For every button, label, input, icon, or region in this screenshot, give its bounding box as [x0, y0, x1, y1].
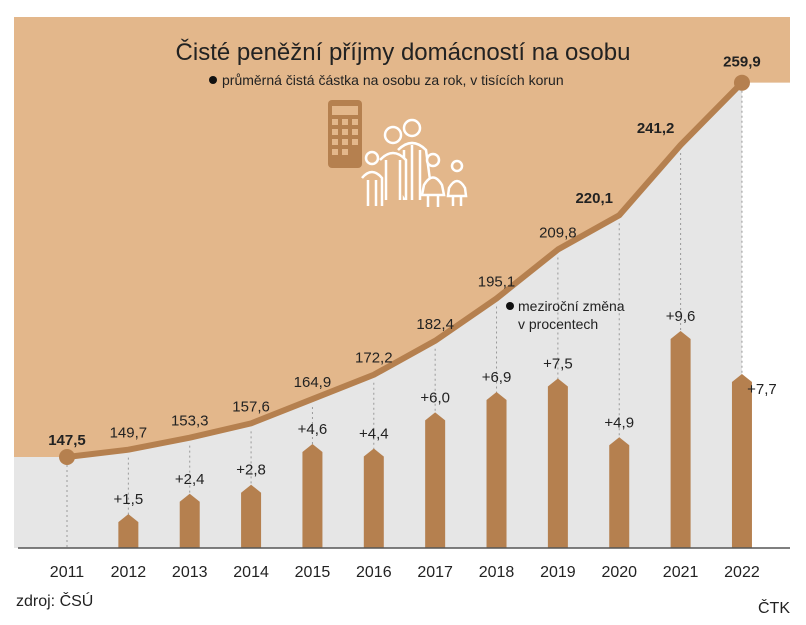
bar-label-2021: +9,6: [666, 308, 696, 325]
x-tick-2016: 2016: [356, 564, 392, 581]
bar-label-2012: +1,5: [114, 491, 144, 508]
bar-2012: [118, 514, 139, 548]
bar-label-2015: +4,6: [298, 421, 328, 438]
bar-label-2017: +6,0: [420, 389, 450, 406]
x-tick-2014: 2014: [233, 564, 269, 581]
bar-2015: [302, 444, 323, 548]
chart-title: Čisté peněžní příjmy domácností na osobu: [176, 38, 631, 66]
bar-label-2020: +4,9: [604, 414, 634, 431]
line-label-2021: 241,2: [637, 120, 675, 137]
line-label-2020: 220,1: [575, 190, 613, 207]
x-tick-2015: 2015: [295, 564, 331, 581]
bar-legend-line1: meziroční změna: [518, 298, 625, 314]
line-end-point: [733, 74, 750, 91]
income-line: [66, 80, 745, 460]
bar-2022: [731, 373, 752, 548]
line-label-2015: 164,9: [294, 374, 332, 391]
line-label-2013: 153,3: [171, 413, 209, 430]
x-tick-2017: 2017: [417, 564, 453, 581]
bar-label-2016: +4,4: [359, 426, 389, 443]
x-tick-2021: 2021: [663, 564, 699, 581]
upper-area: [14, 17, 790, 457]
bar-label-2018: +6,9: [482, 369, 512, 386]
bar-label-2019: +7,5: [543, 356, 573, 373]
line-label-2018: 195,1: [478, 273, 516, 290]
family-calculator-icon: [328, 100, 468, 207]
x-tick-2013: 2013: [172, 564, 208, 581]
bar-2020: [609, 437, 630, 548]
line-label-2016: 172,2: [355, 350, 393, 367]
x-tick-2011: 2011: [50, 564, 85, 581]
bar-2013: [179, 493, 200, 548]
bar-2018: [486, 392, 507, 548]
agency-text: ČTK: [758, 598, 790, 617]
line-label-2011: 147,5: [48, 432, 86, 449]
bar-legend-dot: [506, 302, 514, 310]
bar-label-2014: +2,8: [236, 462, 266, 479]
x-tick-2018: 2018: [479, 564, 515, 581]
family-icon: [361, 118, 468, 207]
line-legend-dot: [209, 76, 217, 84]
line-label-2012: 149,7: [110, 425, 148, 442]
x-tick-2012: 2012: [111, 564, 147, 581]
x-tick-2022: 2022: [724, 564, 760, 581]
line-label-2014: 157,6: [232, 398, 270, 415]
bar-label-2013: +2,4: [175, 471, 205, 488]
line-label-2017: 182,4: [416, 316, 454, 333]
bar-2019: [547, 378, 568, 548]
x-tick-2020: 2020: [601, 564, 637, 581]
bar-legend-line2: v procentech: [518, 316, 598, 332]
line-label-2022: 259,9: [723, 54, 761, 71]
bar-2021: [670, 331, 691, 548]
bar-label-2022: +7,7: [747, 381, 777, 398]
source-text: zdroj: ČSÚ: [16, 591, 93, 610]
bar-2014: [241, 484, 262, 548]
bar-2017: [425, 412, 446, 548]
x-tick-2019: 2019: [540, 564, 576, 581]
chart-subtitle: průměrná čistá částka na osobu za rok, v…: [222, 72, 564, 88]
bar-2016: [363, 448, 384, 548]
line-label-2019: 209,8: [539, 225, 577, 242]
line-start-point: [59, 449, 75, 465]
